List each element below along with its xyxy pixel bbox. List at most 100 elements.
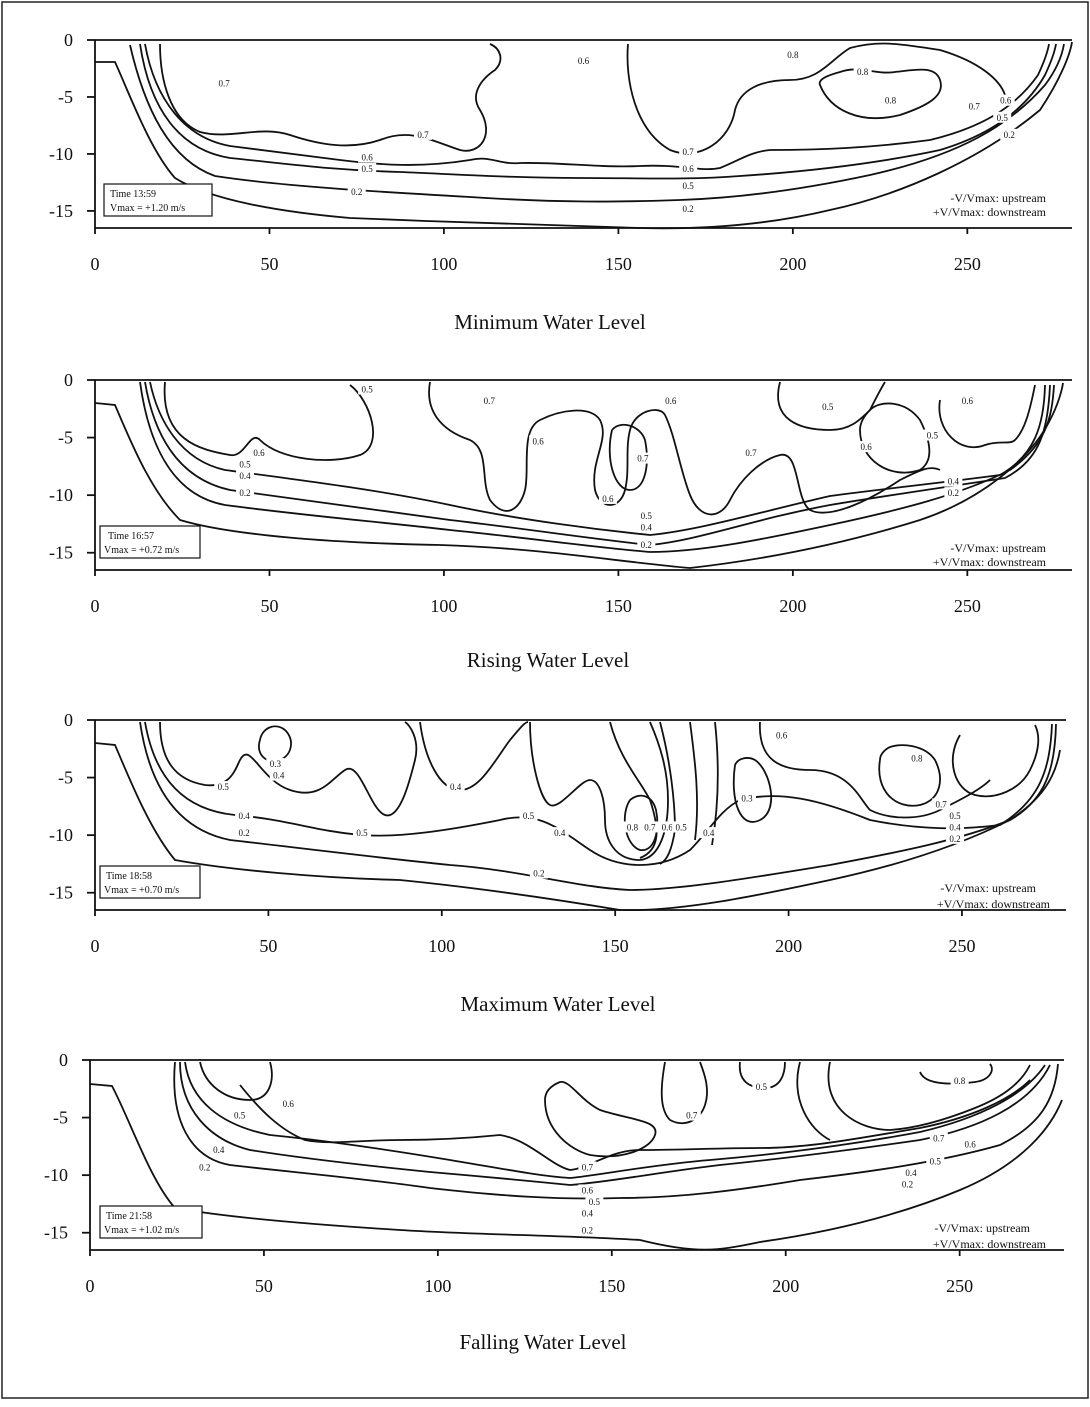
y-tick-label: -10 [44,1165,68,1185]
contour-label-bg [950,1075,969,1087]
contour-0.7-b [608,423,648,491]
contour-label: 0.5 [218,782,230,792]
y-tick-label: -15 [49,543,73,563]
y-tick-label: 0 [64,30,73,50]
x-tick-labels: 0 50 100 150 200 250 [91,910,975,956]
contour-label-bg [598,492,617,504]
contour-label-bg [266,758,285,770]
contour-label: 0.2 [1004,130,1015,140]
contour-label: 0.7 [637,454,649,464]
contour-label: 0.2 [902,1180,913,1190]
contour-label: 0.4 [641,523,653,533]
x-tick-label: 100 [428,936,455,956]
contour-0.6-c [859,402,931,474]
contour-label: 0.6 [362,153,374,163]
x-tick-label: 100 [430,254,457,274]
contour-label-bg [519,809,538,821]
contour-0.7-b [951,724,1040,798]
contour-label-bg [578,1161,597,1173]
contour-label-bg [574,54,593,66]
contour-label-bg [699,827,718,839]
x-tick-label: 250 [946,1276,973,1296]
contour-label-bg [661,395,680,407]
x-tick-label: 50 [260,254,278,274]
contour-0.7-a [544,1081,657,1158]
contour-label-bg [236,487,255,499]
contour-label-bg [249,446,268,458]
contour-0.6-b [759,721,991,819]
contour-label: 0.2 [238,828,249,838]
contour-label-bg [901,1167,920,1179]
contour-label-bg [772,729,791,741]
contour-label-bg [230,1109,249,1121]
contour-label-bg [578,1184,597,1196]
contour-label-bg [269,769,288,781]
contour-label-bg [640,821,659,833]
contour-label: 0.2 [948,488,959,498]
contour-label: 0.6 [962,396,974,406]
contour-0.3-b [732,757,773,823]
contour-label-bg [996,94,1015,106]
contour-label-bg [958,395,977,407]
contour-label: 0.7 [417,130,429,140]
contour-label-bg [818,400,837,412]
contour-0.5-c [689,721,698,841]
y-tick-label: -10 [49,485,73,505]
contour-0.4 [179,1061,1051,1186]
contour-label: 0.4 [905,1168,917,1178]
contour-label: 0.2 [582,1226,593,1236]
contour-label-bg [679,180,698,192]
contour-0.5 [184,1061,1046,1179]
contour-label: 0.6 [964,1139,976,1149]
contour-label: 0.2 [199,1162,210,1172]
contour-label: 0.4 [554,828,566,838]
note-upstream: -V/Vmax: upstream [934,1221,1030,1235]
panel-minimum-water-level: 0.70.60.80.80.80.70.60.50.20.70.60.50.20… [49,30,1073,334]
contour-label: 0.6 [861,442,873,452]
contour-label: 0.7 [969,101,981,111]
x-tick-label: 50 [255,1276,273,1296]
contour-label-bg [679,145,698,157]
x-tick-label: 150 [602,936,629,956]
contour-label: 0.2 [351,187,362,197]
y-tick-label: -15 [49,201,73,221]
contour-label-bg [585,1195,604,1207]
contour-label: 0.8 [857,67,869,77]
contour-label-bg [637,538,656,550]
contour-0.7-b [660,1061,708,1125]
x-tick-label: 150 [605,254,632,274]
contour-0.4 [144,381,1051,546]
contour-0.5-b [938,384,1036,448]
contour-label: 0.5 [362,385,374,395]
contour-label: 0.2 [239,488,250,498]
vmax-label: Vmax = +0.70 m/s [104,885,179,896]
note-downstream: +V/Vmax: downstream [933,205,1047,219]
x-tick-label: 0 [86,1276,95,1296]
contour-label-bg [578,1224,597,1236]
contour-label-bg [529,435,548,447]
contour-lines [94,721,1061,912]
x-tick-label: 200 [775,936,802,956]
note-upstream: -V/Vmax: upstream [940,881,1036,895]
time-label: Time 21:58 [106,1211,152,1222]
panel-title: Minimum Water Level [454,310,646,334]
contour-label: 0.2 [949,834,960,844]
info-box [99,1205,203,1239]
contour-label: 0.4 [238,811,250,821]
contour-0.5-b [529,721,669,861]
contour-label: 0.8 [911,753,923,763]
contour-0.6-b [777,381,886,431]
y-tick-label: -5 [58,428,73,448]
contour-labels: 0.50.7 0.60.50.60.60.60.70.70.60.50.50.40… [236,383,977,550]
contour-0.5 [139,43,1057,180]
contour-label: 0.6 [662,822,674,832]
contour-label: 0.6 [582,1185,594,1195]
contour-0.6 [144,43,1050,171]
contour-label-bg [353,827,372,839]
contour-label: 0.5 [641,511,653,521]
contour-0.7-c [827,1061,1031,1131]
contour-label: 0.5 [997,113,1009,123]
x-tick-label: 150 [605,596,632,616]
y-tick-labels: 0 -5 -10 -15 [49,710,95,903]
